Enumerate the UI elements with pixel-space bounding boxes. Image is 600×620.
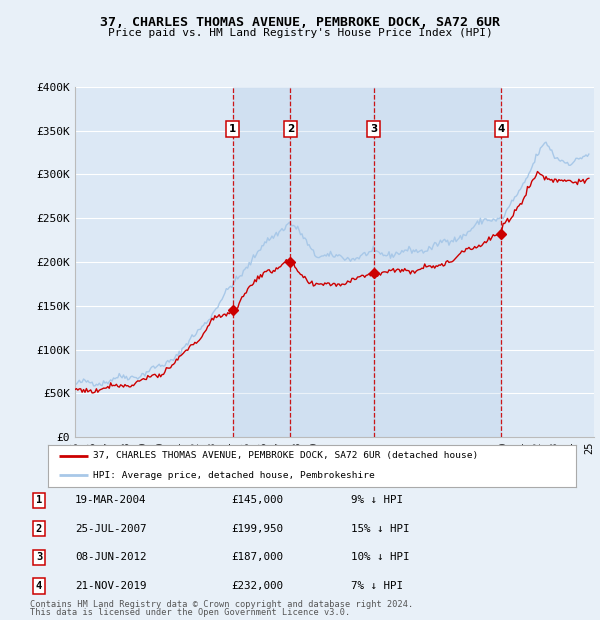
- Text: 9% ↓ HPI: 9% ↓ HPI: [351, 495, 403, 505]
- Text: 3: 3: [36, 552, 42, 562]
- Text: 19-MAR-2004: 19-MAR-2004: [75, 495, 146, 505]
- Bar: [374, 87, 502, 437]
- Text: HPI: Average price, detached house, Pembrokeshire: HPI: Average price, detached house, Pemb…: [93, 471, 374, 480]
- Text: 08-JUN-2012: 08-JUN-2012: [75, 552, 146, 562]
- Text: 2: 2: [287, 124, 294, 134]
- Text: £145,000: £145,000: [231, 495, 283, 505]
- Text: This data is licensed under the Open Government Licence v3.0.: This data is licensed under the Open Gov…: [30, 608, 350, 617]
- Text: 1: 1: [229, 124, 236, 134]
- Bar: [290, 87, 374, 437]
- Text: £187,000: £187,000: [231, 552, 283, 562]
- Text: 4: 4: [36, 581, 42, 591]
- Text: £232,000: £232,000: [231, 581, 283, 591]
- Text: Contains HM Land Registry data © Crown copyright and database right 2024.: Contains HM Land Registry data © Crown c…: [30, 600, 413, 609]
- Text: 37, CHARLES THOMAS AVENUE, PEMBROKE DOCK, SA72 6UR: 37, CHARLES THOMAS AVENUE, PEMBROKE DOCK…: [100, 16, 500, 29]
- Text: 4: 4: [497, 124, 505, 134]
- Text: £199,950: £199,950: [231, 524, 283, 534]
- Text: 1: 1: [36, 495, 42, 505]
- Text: 10% ↓ HPI: 10% ↓ HPI: [351, 552, 409, 562]
- Text: 37, CHARLES THOMAS AVENUE, PEMBROKE DOCK, SA72 6UR (detached house): 37, CHARLES THOMAS AVENUE, PEMBROKE DOCK…: [93, 451, 478, 461]
- Text: 7% ↓ HPI: 7% ↓ HPI: [351, 581, 403, 591]
- Text: 2: 2: [36, 524, 42, 534]
- Text: 15% ↓ HPI: 15% ↓ HPI: [351, 524, 409, 534]
- Bar: [233, 87, 290, 437]
- Text: 25-JUL-2007: 25-JUL-2007: [75, 524, 146, 534]
- Text: 21-NOV-2019: 21-NOV-2019: [75, 581, 146, 591]
- Text: Price paid vs. HM Land Registry's House Price Index (HPI): Price paid vs. HM Land Registry's House …: [107, 28, 493, 38]
- Text: 3: 3: [370, 124, 377, 134]
